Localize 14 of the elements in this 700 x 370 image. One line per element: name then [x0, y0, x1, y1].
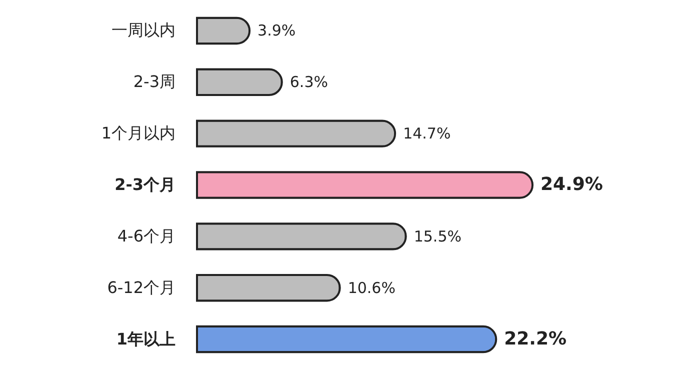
data-label: 22.2% [504, 328, 567, 350]
y-tick-label: 2-3个月 [114, 175, 176, 194]
data-label: 15.5% [414, 227, 462, 246]
data-label: 14.7% [403, 124, 451, 143]
y-tick-label: 4-6个月 [117, 226, 176, 246]
y-tick-label: 一周以内 [112, 20, 176, 40]
y-tick-label: 2-3周 [133, 72, 176, 92]
data-label: 3.9% [258, 22, 296, 40]
data-label: 24.9% [540, 174, 603, 195]
y-tick-label: 1年以上 [116, 329, 176, 348]
data-label: 10.6% [348, 278, 396, 297]
data-label: 6.3% [290, 73, 328, 92]
y-tick-label: 1个月以内 [101, 124, 176, 143]
y-tick-label: 6-12个月 [107, 278, 176, 297]
